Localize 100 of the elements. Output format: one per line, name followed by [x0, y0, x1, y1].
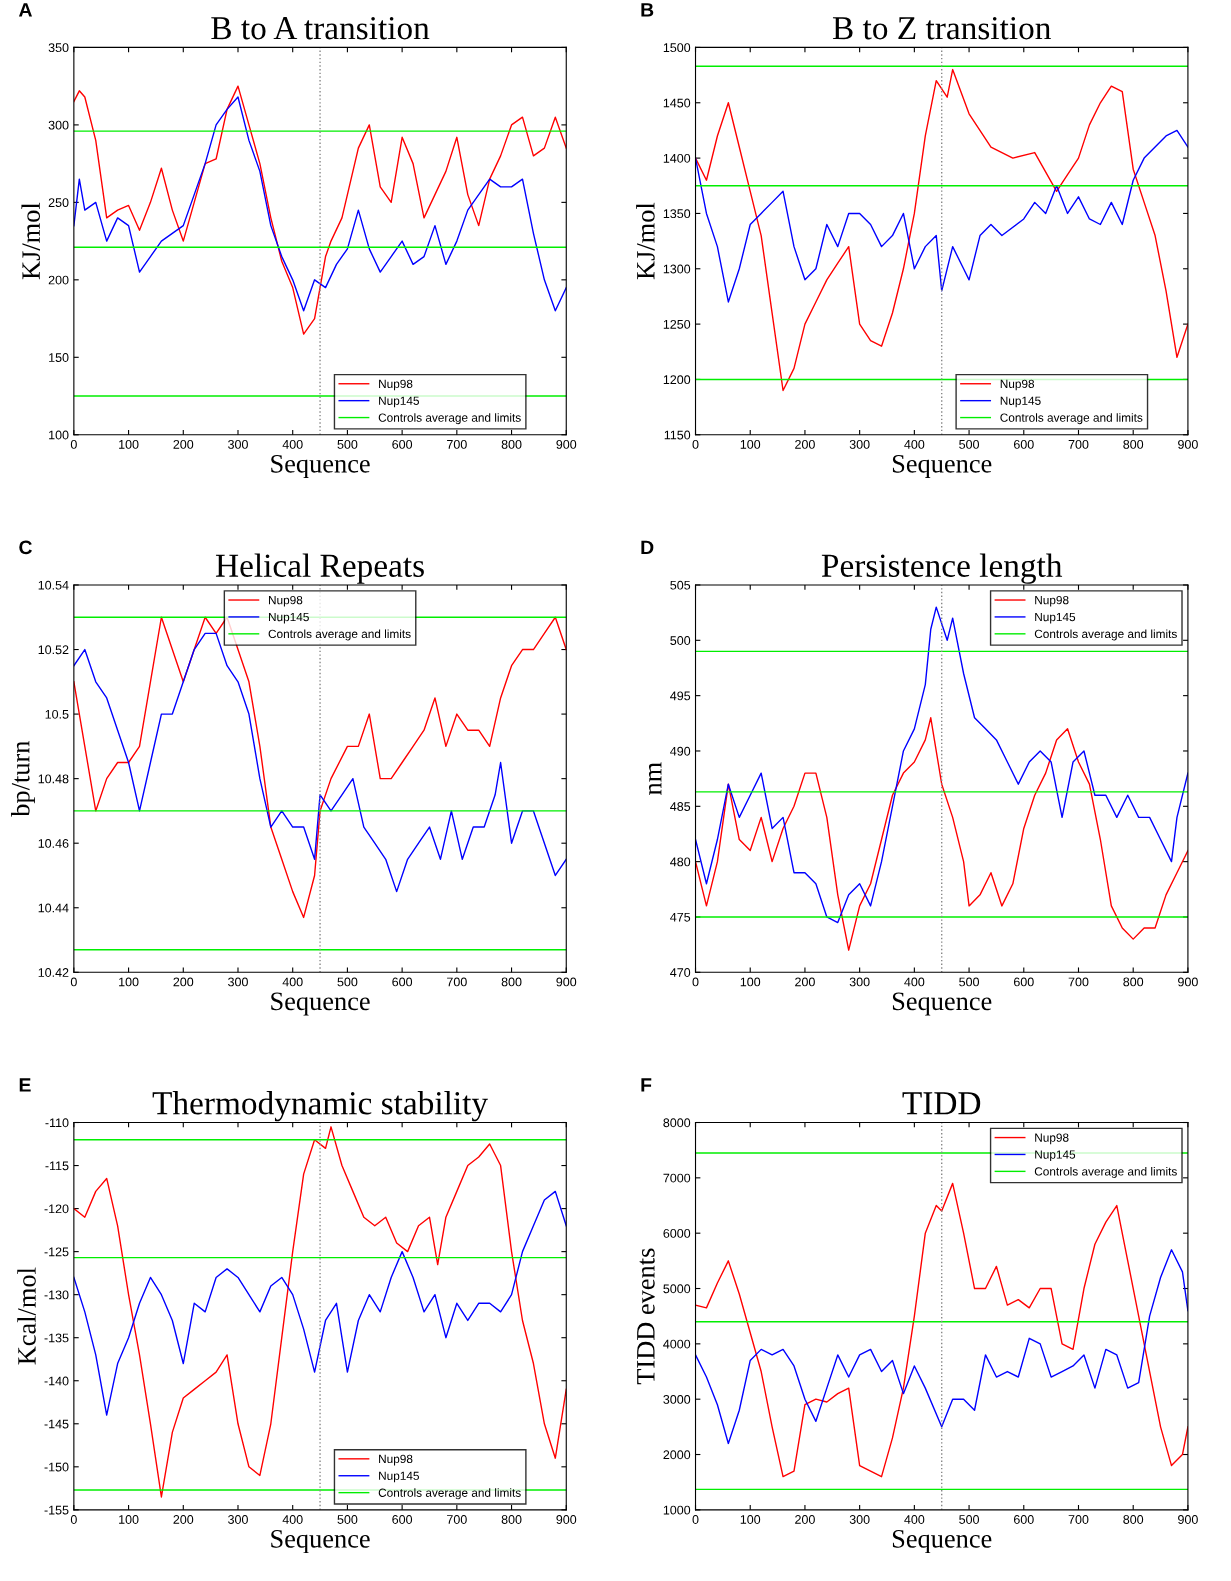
- y-tick-label: -110: [45, 1118, 69, 1128]
- x-tick-label: 700: [1068, 977, 1089, 987]
- y-tick-label: 1450: [663, 98, 691, 108]
- x-tick-label: 300: [228, 439, 248, 449]
- x-tick-label: 0: [70, 1515, 77, 1524]
- x-tick-label: 400: [282, 977, 303, 987]
- y-tick-label: 1150: [664, 430, 691, 440]
- x-tick-label: 700: [447, 439, 467, 449]
- x-tick-label: 600: [1013, 1515, 1034, 1524]
- text: C: [19, 540, 32, 555]
- x-tick-label: 700: [1068, 439, 1089, 449]
- x-tick-label: 900: [1178, 1515, 1198, 1524]
- x-tick-label: 600: [392, 1515, 413, 1524]
- x-tick-label: 200: [173, 977, 194, 987]
- y-tick-label: 1250: [663, 319, 691, 329]
- y-tick-label: 480: [670, 857, 691, 867]
- y-tick-label: 490: [670, 746, 691, 756]
- x-tick-label: 900: [556, 1515, 577, 1524]
- x-tick-label: 300: [849, 439, 870, 449]
- x-tick-label: 200: [173, 1515, 194, 1524]
- x-tick-label: 0: [70, 977, 77, 987]
- x-tick-label: 400: [282, 439, 303, 449]
- y-tick-label: 4000: [663, 1339, 691, 1349]
- x-tick-label: 900: [1178, 977, 1198, 987]
- text: F: [641, 1078, 652, 1092]
- x-tick-label: 500: [337, 439, 358, 449]
- line-series: [695, 606, 1188, 924]
- x-tick-label: 0: [70, 439, 77, 449]
- y-tick-label: 200: [48, 275, 69, 285]
- y-tick-label: 1200: [663, 375, 691, 385]
- y-axis-title: KJ/mol: [21, 202, 41, 280]
- x-tick-label: 100: [119, 977, 139, 987]
- x-tick-label: 800: [501, 439, 522, 449]
- line-series: [695, 129, 1188, 303]
- x-tick-label: 800: [1123, 977, 1144, 987]
- x-tick-label: 800: [1123, 1515, 1144, 1524]
- y-tick-label: 150: [49, 353, 69, 362]
- chart-title: B to Z transition: [832, 17, 1051, 40]
- line-series: [695, 717, 1188, 951]
- text: E: [19, 1078, 31, 1092]
- y-tick-label: 505: [670, 580, 691, 590]
- legend-label: Controls average and limits: [268, 629, 411, 641]
- x-tick-label: 800: [1123, 439, 1144, 449]
- y-tick-label: 1000: [663, 1505, 691, 1515]
- x-axis-title: Sequence: [892, 1529, 992, 1554]
- x-axis-title: Sequence: [271, 454, 370, 478]
- y-tick-label: 475: [670, 912, 691, 922]
- x-tick-label: 200: [795, 1515, 815, 1524]
- chart-title: Helical Repeats: [215, 553, 424, 584]
- y-tick-label: 1400: [663, 153, 691, 163]
- legend-label: Nup145: [379, 396, 419, 408]
- legend-label: Controls average and limits: [1000, 413, 1143, 425]
- x-tick-label: 0: [692, 977, 699, 987]
- y-tick-label: 10.42: [38, 968, 69, 977]
- y-tick-label: -135: [44, 1333, 69, 1343]
- y-tick-label: 10.44: [38, 903, 69, 913]
- x-tick-label: 500: [959, 977, 980, 987]
- x-tick-label: 500: [959, 439, 980, 449]
- legend-label: Nup98: [1000, 379, 1035, 391]
- y-tick-label: -125: [44, 1247, 69, 1257]
- y-tick-label: -130: [44, 1290, 69, 1300]
- x-tick-label: 200: [173, 439, 194, 449]
- legend-label: Controls average and limits: [1034, 629, 1177, 641]
- x-axis-title: Sequence: [271, 1529, 370, 1554]
- legend-label: Nup145: [268, 612, 309, 624]
- x-tick-label: 100: [119, 1515, 139, 1524]
- chart-title: TIDD: [902, 1092, 981, 1115]
- x-tick-label: 600: [1013, 439, 1034, 449]
- y-tick-label: 7000: [663, 1173, 691, 1183]
- x-tick-label: 900: [556, 439, 577, 449]
- y-axis-title: Kcal/mol: [17, 1267, 36, 1365]
- y-tick-label: 485: [670, 802, 691, 811]
- x-tick-label: 300: [228, 977, 248, 987]
- x-tick-label: 400: [904, 1515, 925, 1524]
- y-tick-label: 6000: [663, 1228, 691, 1238]
- legend-label: Controls average and limits: [378, 1488, 521, 1500]
- y-tick-label: 3000: [663, 1394, 691, 1404]
- x-tick-label: 400: [282, 1515, 303, 1524]
- x-tick-label: 100: [740, 1515, 761, 1524]
- x-axis-title: Sequence: [892, 992, 992, 1016]
- y-tick-label: 250: [48, 198, 69, 208]
- y-tick-label: 10.48: [38, 774, 69, 784]
- legend-label: Nup98: [379, 379, 413, 391]
- y-tick-label: 100: [49, 430, 69, 440]
- text: B: [641, 3, 654, 17]
- y-tick-label: 10.46: [38, 839, 69, 848]
- y-tick-label: 470: [670, 968, 691, 977]
- y-tick-label: 5000: [663, 1284, 691, 1294]
- y-tick-label: 350: [48, 43, 69, 53]
- x-tick-label: 300: [849, 977, 870, 987]
- line-series: [695, 1249, 1188, 1445]
- text: D: [641, 540, 654, 555]
- y-tick-label: 2000: [663, 1450, 691, 1460]
- y-axis-title: TIDD events: [637, 1248, 655, 1385]
- line-series: [73, 1126, 567, 1498]
- x-tick-label: 400: [904, 439, 925, 449]
- x-tick-label: 500: [337, 977, 358, 987]
- x-tick-label: 100: [119, 439, 139, 449]
- y-tick-label: 495: [670, 691, 691, 701]
- x-tick-label: 800: [501, 1515, 522, 1524]
